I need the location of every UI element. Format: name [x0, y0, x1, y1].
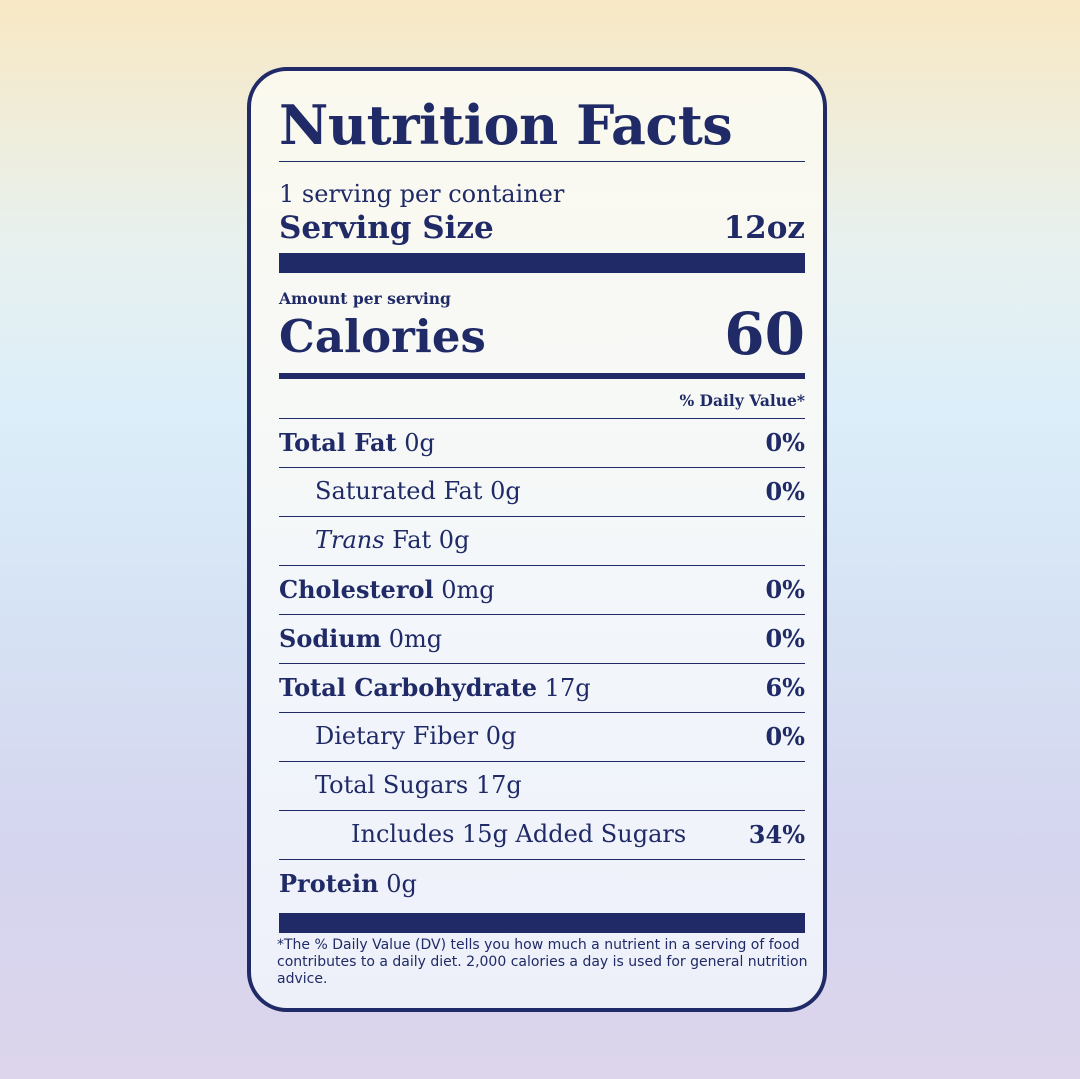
nutrient-label: Total Sugars [315, 771, 469, 799]
nutrient-name-italic: Trans [315, 526, 385, 554]
nutrient-amount: 0g [396, 429, 435, 457]
nutrient-row: Total Fat 0g 0% [279, 418, 805, 467]
nutrient-daily-value: 6% [765, 673, 805, 702]
nutrient-amount: 0g [478, 722, 517, 750]
nutrient-label: Total Fat [279, 428, 397, 457]
nutrient-label: Dietary Fiber [315, 722, 479, 750]
nutrient-daily-value: 0% [765, 477, 805, 506]
nutrient-daily-value: 34% [748, 820, 805, 849]
nutrient-row: Sodium 0mg 0% [279, 614, 805, 663]
calories-value: 60 [724, 300, 805, 368]
nutrient-label: Protein [279, 869, 379, 898]
nutrient-daily-value: 0% [765, 624, 805, 653]
nutrient-name: Total Fat 0g [279, 419, 435, 467]
nutrient-row: Saturated Fat 0g 0% [279, 467, 805, 516]
nutrient-row: Protein 0g [279, 859, 805, 908]
nutrient-label: Fat [384, 526, 432, 554]
daily-value-header: % Daily Value* [679, 391, 805, 410]
nutrient-row: Dietary Fiber 0g 0% [279, 712, 805, 761]
servings-per-container: 1 serving per container [279, 180, 565, 208]
nutrient-name: Cholesterol 0mg [279, 566, 495, 614]
nutrient-amount: 0g [482, 477, 521, 505]
nutrient-daily-value: 0% [765, 428, 805, 457]
nutrient-row: Includes 15g Added Sugars 34% [279, 810, 805, 859]
nutrient-label: Total Carbohydrate [279, 673, 538, 702]
nutrient-label: Cholesterol [279, 575, 434, 604]
nutrient-daily-value: 0% [765, 722, 805, 751]
nutrient-row: Trans Fat 0g [279, 516, 805, 565]
amount-per-serving: Amount per serving [279, 289, 451, 308]
nutrient-amount: 0g [431, 526, 470, 554]
nutrient-name: Trans Fat 0g [315, 517, 469, 564]
serving-size-label: Serving Size [279, 210, 494, 246]
nutrient-name: Total Sugars 17g [315, 762, 522, 809]
nutrient-amount: 17g [468, 771, 522, 799]
nutrient-name: Protein 0g [279, 860, 417, 908]
nutrient-label: Sodium [279, 624, 382, 653]
nutrient-amount: 17g [537, 674, 591, 702]
title-divider [279, 161, 805, 162]
calories-label: Calories [279, 310, 486, 363]
nutrient-name: Saturated Fat 0g [315, 468, 521, 515]
nutrient-daily-value: 0% [765, 575, 805, 604]
nutrient-label: Saturated Fat [315, 477, 483, 505]
nutrient-amount: 0mg [433, 576, 495, 604]
nutrient-amount: 0g [378, 870, 417, 898]
nutrient-row: Cholesterol 0mg 0% [279, 565, 805, 614]
nutrient-name: Total Carbohydrate 17g [279, 664, 591, 712]
nutrient-row: Total Carbohydrate 17g 6% [279, 663, 805, 712]
nutrient-name: Dietary Fiber 0g [315, 713, 516, 760]
nutrient-name: Sodium 0mg [279, 615, 442, 663]
label-title: Nutrition Facts [279, 93, 733, 157]
bottom-divider [279, 913, 805, 933]
nutrition-facts-label: Nutrition Facts 1 serving per container … [247, 67, 827, 1012]
nutrient-name: Includes 15g Added Sugars [351, 811, 686, 858]
footnote: *The % Daily Value (DV) tells you how mu… [277, 937, 808, 987]
nutrient-row: Total Sugars 17g [279, 761, 805, 810]
nutrient-amount: 0mg [381, 625, 443, 653]
calories-divider [279, 373, 805, 379]
serving-divider [279, 253, 805, 273]
nutrient-label: Includes 15g Added Sugars [351, 820, 687, 848]
serving-size-value: 12oz [723, 210, 805, 246]
